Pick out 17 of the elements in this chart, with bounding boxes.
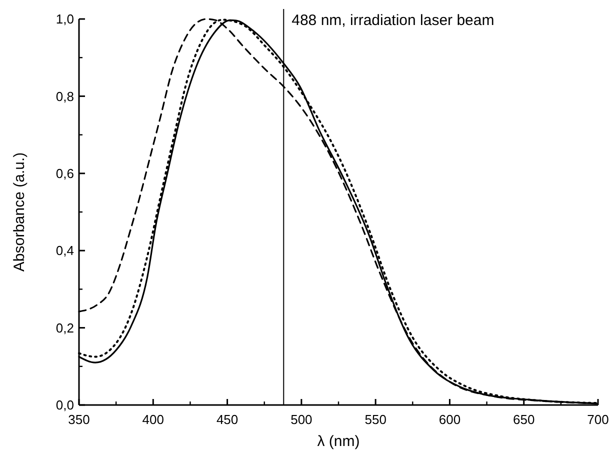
y-tick-label: 0,8 [56,88,74,104]
y-tick-label: 0,6 [56,166,74,181]
x-tick-label: 350 [68,412,90,427]
x-axis-title: λ (nm) [317,433,360,450]
x-tick-label: 650 [513,412,535,427]
ref-line-label: 488 nm, irradiation laser beam [292,12,494,29]
x-tick-label: 500 [290,412,312,427]
y-tick-label: 0,4 [56,243,74,258]
x-tick-label: 700 [587,412,609,427]
x-tick-label: 600 [438,412,461,427]
y-axis-title: Absorbance (a.u.) [11,152,28,272]
x-tick-label: 450 [216,412,238,427]
y-tick-label: 0,0 [56,398,74,413]
x-tick-label: 550 [364,412,386,427]
y-tick-label: 1,0 [56,12,74,27]
x-tick-label: 400 [142,412,164,427]
y-tick-label: 0,2 [56,320,74,336]
